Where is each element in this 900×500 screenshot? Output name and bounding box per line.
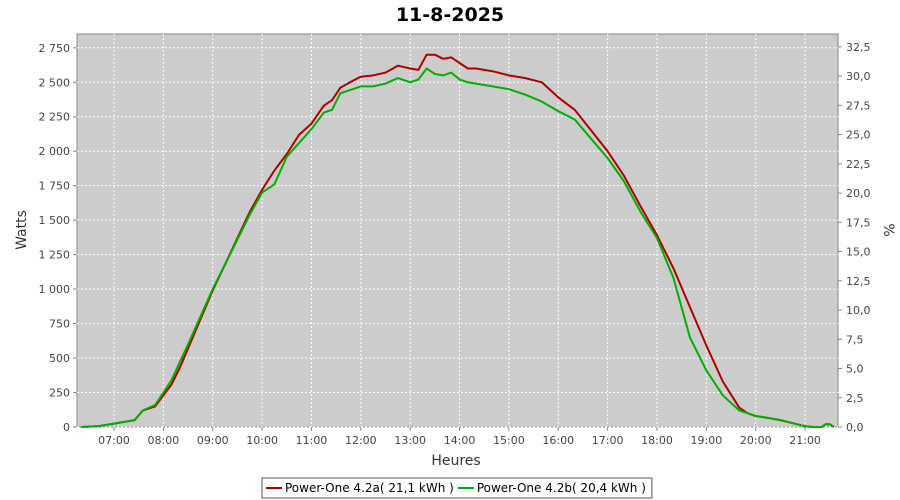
y2-tick-label: 25,0 <box>846 129 871 142</box>
series-lines <box>81 53 835 428</box>
y-tick-label: 1 500 <box>39 214 71 227</box>
y2-tick-label: 5,0 <box>846 363 864 376</box>
x-tick-label: 20:00 <box>740 434 772 447</box>
x-tick-label: 21:00 <box>789 434 821 447</box>
y2-tick-label: 17,5 <box>846 216 871 229</box>
y-tick-label: 2 500 <box>39 76 71 89</box>
y2-tick-label: 27,5 <box>846 99 871 112</box>
legend-label-2: Power-One 4.2b( 20,4 kWh ) <box>477 481 646 495</box>
x-tick-label: 19:00 <box>691 434 723 447</box>
chart-title: 11-8-2025 <box>396 4 504 26</box>
y2-tick-label: 30,0 <box>846 70 871 83</box>
y2-tick-label: 32,5 <box>846 41 871 54</box>
y-axis-right: 0,0 2,5 5,0 7,5 10,0 12,5 15,0 17,5 20,0 22,5 25,0… <box>838 41 871 434</box>
y2-tick-label: 15,0 <box>846 246 871 259</box>
x-tick-label: 11:00 <box>296 434 328 447</box>
y-tick-label: 2 250 <box>39 111 71 124</box>
y2-tick-label: 0,0 <box>846 421 864 434</box>
x-tick-label: 10:00 <box>246 434 278 447</box>
y-gridlines <box>77 47 838 428</box>
y-tick-label: 1 750 <box>39 180 71 193</box>
y-tick-label: 250 <box>49 387 70 400</box>
x-tick-label: 14:00 <box>444 434 476 447</box>
y2-axis-title: % <box>880 223 896 236</box>
legend: Power-One 4.2a( 21,1 kWh ) Power-One 4.2b… <box>261 477 653 499</box>
x-tick-label: 17:00 <box>592 434 624 447</box>
y2-tick-label: 12,5 <box>846 275 871 288</box>
x-tick-label: 08:00 <box>148 434 180 447</box>
y2-tick-label: 7,5 <box>846 333 864 346</box>
x-axis-title: Heures <box>431 453 480 469</box>
series-line-2 <box>81 67 835 428</box>
legend-label-1: Power-One 4.2a( 21,1 kWh ) <box>285 481 454 495</box>
x-tick-label: 07:00 <box>98 434 130 447</box>
x-gridlines <box>113 34 806 427</box>
y-tick-label: 2 750 <box>39 42 71 55</box>
y-axis-title: Watts <box>14 210 30 250</box>
plot-area <box>76 33 839 428</box>
x-axis: 07:00 08:00 09:00 10:00 11:00 12:00 13:00 14:00… <box>98 427 821 447</box>
x-tick-label: 16:00 <box>542 434 574 447</box>
y-tick-label: 1 000 <box>39 283 71 296</box>
y2-tick-label: 22,5 <box>846 158 871 171</box>
y2-tick-label: 10,0 <box>846 304 871 317</box>
y-tick-label: 750 <box>49 318 70 331</box>
legend-box <box>261 477 653 499</box>
y-tick-label: 1 250 <box>39 249 71 262</box>
x-tick-label: 12:00 <box>345 434 377 447</box>
x-tick-label: 18:00 <box>641 434 673 447</box>
y-tick-label: 0 <box>63 421 70 434</box>
y-tick-label: 2 000 <box>39 145 71 158</box>
y-tick-label: 500 <box>49 352 70 365</box>
y2-tick-label: 2,5 <box>846 392 864 405</box>
y2-tick-label: 20,0 <box>846 187 871 200</box>
y-axis-left: 0 250 500 750 1 000 1 250 1 500 1 750 2 000 2 250… <box>39 42 77 434</box>
x-tick-label: 15:00 <box>493 434 525 447</box>
x-tick-label: 09:00 <box>197 434 229 447</box>
x-tick-label: 13:00 <box>394 434 426 447</box>
